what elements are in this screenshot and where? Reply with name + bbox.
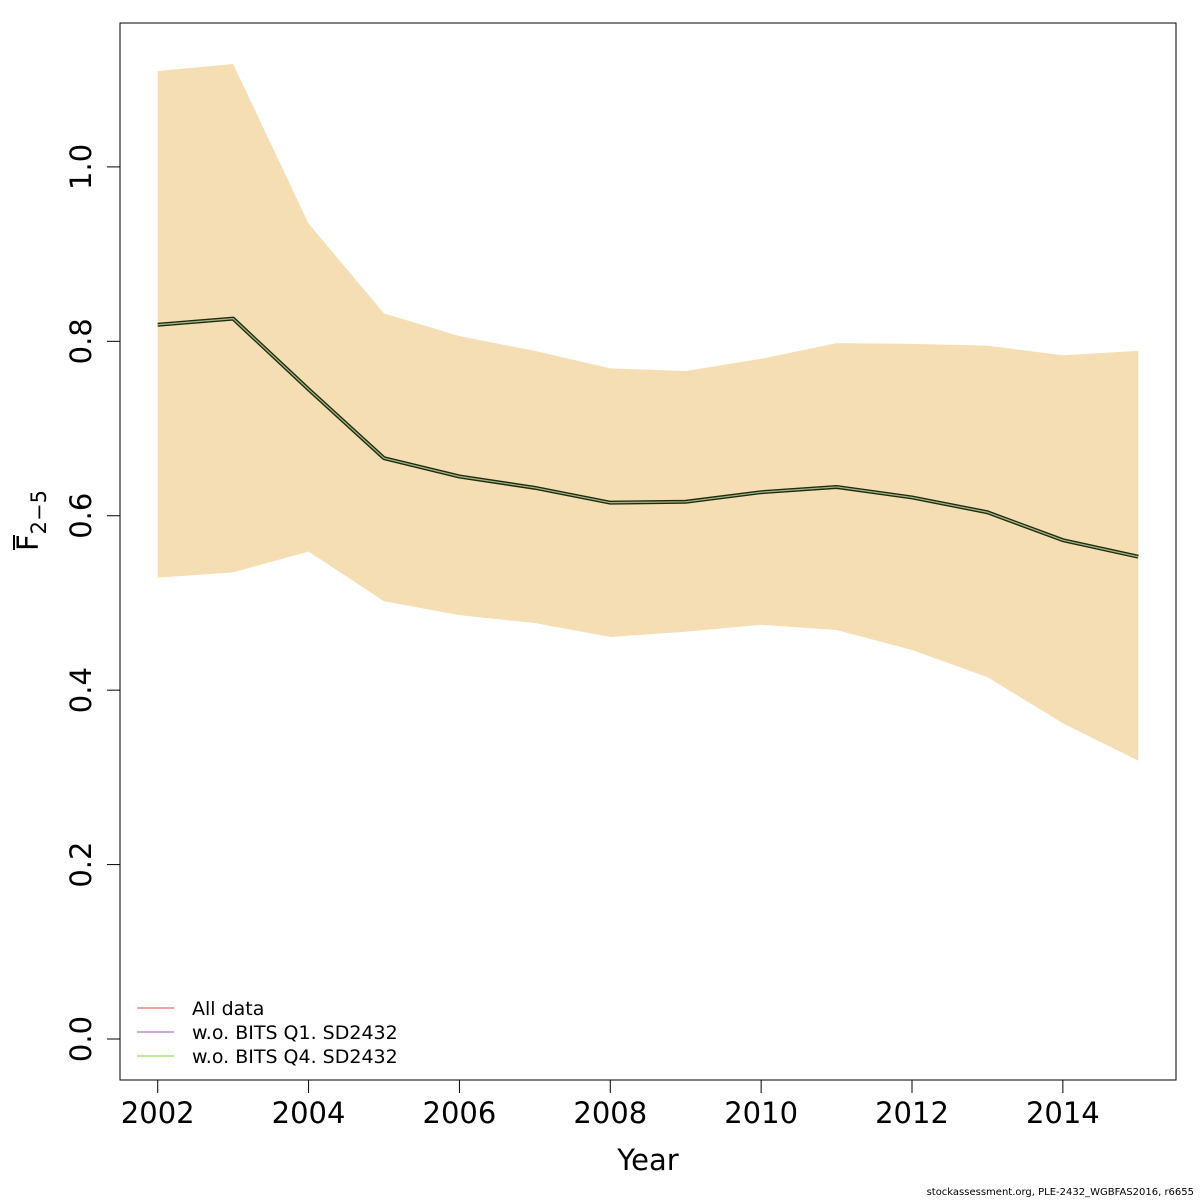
confidence-band-layer (157, 63, 1139, 761)
x-tick-label: 2012 (875, 1096, 949, 1130)
series-line-2 (157, 318, 1139, 558)
series-lines-layer (157, 316, 1139, 559)
x-tick-label: 2002 (121, 1096, 195, 1130)
legend-label-all-data: All data (192, 998, 264, 1020)
confidence-band (157, 63, 1139, 761)
y-tick-label: 0.2 (64, 842, 98, 888)
y-tick-label: 0.4 (64, 667, 98, 713)
y-tick-label: 1.0 (64, 144, 98, 190)
x-tick-label: 2010 (724, 1096, 798, 1130)
y-tick-label: 0.0 (64, 1016, 98, 1062)
x-axis: 2002 2004 2006 2008 2010 2012 2014 (121, 1079, 1100, 1130)
x-axis-title: Year (616, 1143, 678, 1177)
y-tick-label: 0.8 (64, 318, 98, 364)
x-tick-label: 2004 (272, 1096, 346, 1130)
y-axis-title: F2−5 (11, 490, 51, 551)
legend: All data w.o. BITS Q1. SD2432 w.o. BITS … (137, 998, 398, 1068)
x-tick-label: 2014 (1026, 1096, 1100, 1130)
footer-credit: stockassessment.org, PLE-2432_WGBFAS2016… (926, 1187, 1194, 1198)
y-axis-title-main: F (11, 534, 45, 551)
y-axis: 0.0 0.2 0.4 0.6 0.8 1.0 (64, 144, 121, 1062)
legend-label-wo-bits-q1: w.o. BITS Q1. SD2432 (192, 1022, 398, 1044)
y-axis-title-text: F2−5 (11, 490, 51, 551)
y-axis-title-subscript: 2−5 (27, 490, 51, 534)
x-tick-label: 2008 (573, 1096, 647, 1130)
y-tick-label: 0.6 (64, 493, 98, 539)
legend-label-wo-bits-q4: w.o. BITS Q4. SD2432 (192, 1046, 398, 1068)
x-tick-label: 2006 (423, 1096, 497, 1130)
